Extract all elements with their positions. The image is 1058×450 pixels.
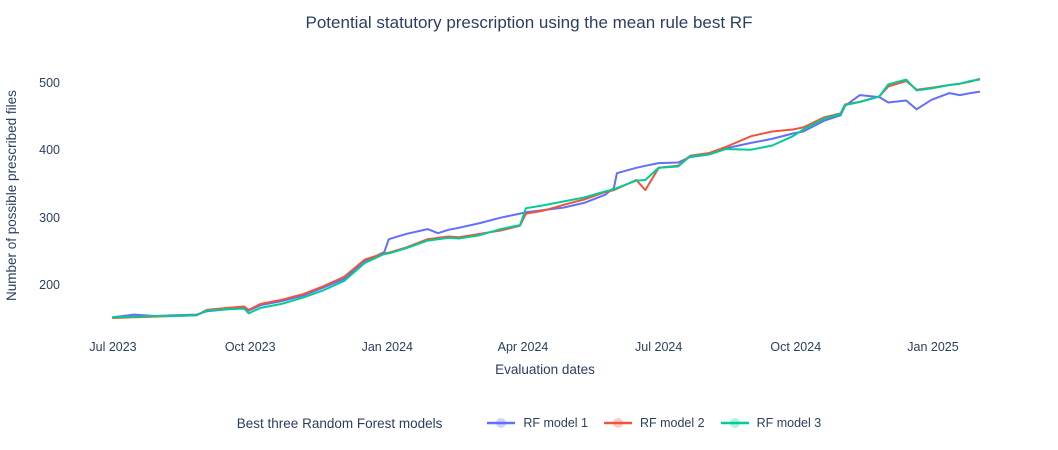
chart-title: Potential statutory prescription using t… xyxy=(305,13,753,32)
legend-item-rf-model-2[interactable]: RF model 2 xyxy=(603,416,705,430)
series-line-3 xyxy=(112,78,981,319)
legend-line-icon xyxy=(720,418,749,428)
legend-line-icon xyxy=(487,418,516,428)
legend-label: RF model 1 xyxy=(523,416,588,430)
legend-label: RF model 3 xyxy=(756,416,822,430)
x-tick-label: Oct 2024 xyxy=(770,340,822,354)
legend-item-rf-model-3[interactable]: RF model 3 xyxy=(720,416,822,430)
series-layer xyxy=(112,78,981,319)
x-tick-label: Jul 2023 xyxy=(89,340,137,354)
legend: Best three Random Forest models RF model… xyxy=(74,410,984,436)
x-tick-label: Jan 2025 xyxy=(907,340,959,354)
y-tick-label: 500 xyxy=(39,76,60,90)
x-tick-label: Apr 2024 xyxy=(497,340,549,354)
y-tick-label: 300 xyxy=(39,210,60,225)
y-tick-label: 400 xyxy=(39,143,60,158)
x-axis-title: Evaluation dates xyxy=(495,362,595,377)
x-tick-label: Oct 2023 xyxy=(224,340,276,354)
legend-item-rf-model-1[interactable]: RF model 1 xyxy=(486,416,588,430)
legend-line-icon xyxy=(603,418,632,428)
y-tick-label: 200 xyxy=(39,278,60,292)
x-tick-label: Jul 2024 xyxy=(635,340,683,354)
series-line-2 xyxy=(112,78,981,319)
legend-label: RF model 2 xyxy=(639,416,705,430)
legend-title: Best three Random Forest models xyxy=(236,415,443,431)
series-line-1 xyxy=(112,90,981,319)
x-tick-label: Jan 2024 xyxy=(361,340,414,354)
legend-items: RF model 1 RF model 2 RF model 3 xyxy=(486,416,821,430)
